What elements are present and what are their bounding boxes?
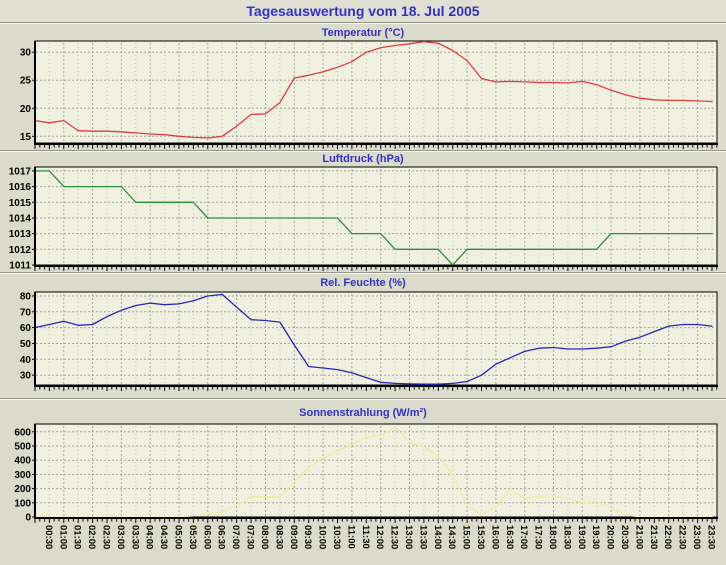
- svg-text:80: 80: [20, 292, 32, 303]
- svg-text:19:00: 19:00: [576, 525, 587, 549]
- svg-text:1012: 1012: [9, 245, 32, 256]
- svg-text:50: 50: [20, 339, 32, 350]
- svg-text:06:30: 06:30: [216, 525, 227, 549]
- svg-text:04:30: 04:30: [158, 525, 169, 549]
- svg-text:0: 0: [25, 513, 31, 524]
- svg-text:1011: 1011: [9, 261, 31, 272]
- svg-text:200: 200: [14, 484, 31, 495]
- temperature-chart: 15 20 25 30: [20, 40, 718, 149]
- page-title: Tagesauswertung vom 18. Jul 2005: [0, 0, 726, 22]
- svg-text:11:30: 11:30: [360, 525, 371, 549]
- svg-text:20: 20: [20, 104, 32, 115]
- svg-text:22:30: 22:30: [677, 525, 688, 549]
- svg-text:1015: 1015: [9, 198, 32, 209]
- svg-text:11:00: 11:00: [345, 525, 356, 549]
- svg-text:60: 60: [20, 323, 32, 334]
- pressure-chart: 1011 1012 1013 1014 1015 1016 1017: [9, 166, 718, 272]
- solar-chart: 0 100 200 300 400 500 600 00:30 01:00 01:30 02:00 0…: [14, 423, 718, 549]
- svg-text:10:30: 10:30: [331, 525, 342, 549]
- svg-text:1017: 1017: [9, 166, 32, 177]
- solar-chart-title: Sonnenstrahlung (W/m²): [299, 407, 427, 419]
- svg-text:16:30: 16:30: [504, 525, 515, 549]
- svg-text:08:30: 08:30: [273, 525, 284, 549]
- svg-text:30: 30: [20, 371, 32, 382]
- svg-text:08:00: 08:00: [259, 525, 270, 549]
- svg-text:23:30: 23:30: [706, 525, 717, 549]
- svg-text:03:30: 03:30: [129, 525, 140, 549]
- pressure-chart-title: Luftdruck (hPa): [322, 153, 404, 165]
- svg-text:15: 15: [20, 132, 32, 143]
- svg-text:09:30: 09:30: [302, 525, 313, 549]
- svg-text:21:00: 21:00: [633, 525, 644, 549]
- svg-text:600: 600: [14, 427, 31, 438]
- svg-text:01:00: 01:00: [57, 525, 68, 549]
- svg-text:100: 100: [14, 498, 31, 509]
- svg-text:400: 400: [14, 456, 31, 467]
- panel-separator: [0, 398, 726, 400]
- svg-text:13:30: 13:30: [417, 525, 428, 549]
- svg-text:10:00: 10:00: [317, 525, 328, 549]
- svg-text:20:30: 20:30: [619, 525, 630, 549]
- svg-text:13:00: 13:00: [403, 525, 414, 549]
- svg-text:23:00: 23:00: [691, 525, 702, 549]
- humidity-chart-title: Rel. Feuchte (%): [320, 277, 406, 289]
- svg-text:18:30: 18:30: [561, 525, 572, 549]
- svg-text:04:00: 04:00: [144, 525, 155, 549]
- svg-text:16:00: 16:00: [489, 525, 500, 549]
- svg-text:12:00: 12:00: [374, 525, 385, 549]
- svg-text:70: 70: [20, 307, 32, 318]
- svg-text:14:30: 14:30: [446, 525, 457, 549]
- svg-text:1014: 1014: [9, 214, 32, 225]
- svg-text:30: 30: [20, 48, 32, 59]
- svg-text:00:30: 00:30: [43, 525, 54, 549]
- svg-text:20:00: 20:00: [605, 525, 616, 549]
- svg-text:09:00: 09:00: [288, 525, 299, 549]
- panel-separator: [0, 272, 726, 274]
- svg-text:25: 25: [20, 76, 32, 87]
- svg-text:05:30: 05:30: [187, 525, 198, 549]
- svg-text:14:00: 14:00: [432, 525, 443, 549]
- svg-text:18:00: 18:00: [547, 525, 558, 549]
- svg-text:21:30: 21:30: [648, 525, 659, 549]
- svg-text:02:00: 02:00: [86, 525, 97, 549]
- pressure-panel: Luftdruck (hPa) 1011 1012 1013 1014 1015 1016…: [0, 152, 726, 272]
- svg-text:40: 40: [20, 355, 32, 366]
- humidity-chart: 30 40 50 60 70 80: [20, 291, 718, 391]
- svg-text:17:30: 17:30: [533, 525, 544, 549]
- svg-text:12:30: 12:30: [389, 525, 400, 549]
- solar-panel: Sonnenstrahlung (W/m²) 0 100 200 300 400 500 6…: [0, 400, 726, 565]
- svg-text:01:30: 01:30: [72, 525, 83, 549]
- temperature-chart-title: Temperatur (°C): [321, 27, 405, 39]
- svg-text:06:00: 06:00: [201, 525, 212, 549]
- svg-text:15:00: 15:00: [461, 525, 472, 549]
- svg-text:22:00: 22:00: [662, 525, 673, 549]
- svg-text:1013: 1013: [9, 229, 32, 240]
- temperature-panel: Temperatur (°C) 15 20 25 30: [0, 24, 726, 150]
- humidity-panel: Rel. Feuchte (%) 30 40 50 60 70 80: [0, 274, 726, 398]
- panel-separator: [0, 150, 726, 152]
- svg-text:07:30: 07:30: [245, 525, 256, 549]
- svg-text:02:30: 02:30: [101, 525, 112, 549]
- svg-text:1016: 1016: [9, 182, 32, 193]
- svg-text:17:00: 17:00: [518, 525, 529, 549]
- svg-text:07:00: 07:00: [230, 525, 241, 549]
- svg-text:05:00: 05:00: [173, 525, 184, 549]
- svg-text:500: 500: [14, 442, 31, 453]
- svg-text:300: 300: [14, 470, 31, 481]
- svg-text:15:30: 15:30: [475, 525, 486, 549]
- svg-text:03:00: 03:00: [115, 525, 126, 549]
- panel-separator: [0, 22, 726, 24]
- svg-text:19:30: 19:30: [590, 525, 601, 549]
